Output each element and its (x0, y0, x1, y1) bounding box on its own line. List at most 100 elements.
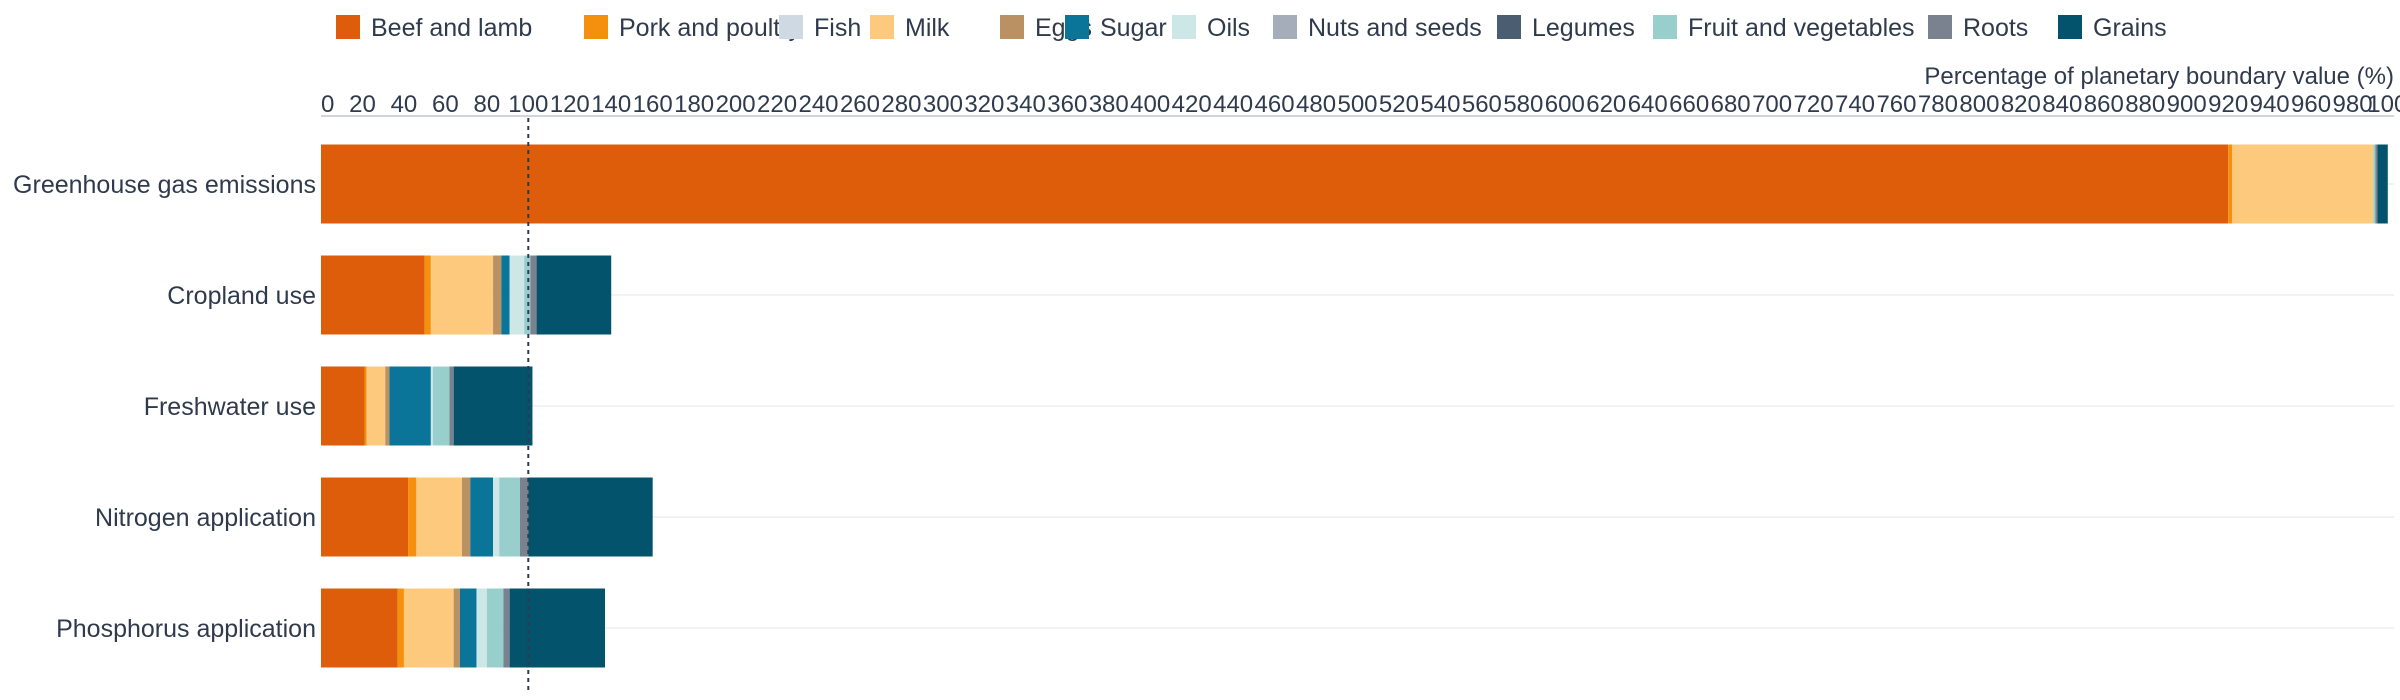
x-tick-label: 20 (349, 91, 376, 118)
bar-segment (520, 477, 529, 557)
x-tick-label: 200 (716, 91, 756, 118)
legend: Beef and lamb Pork and poultry Fish Milk Egg… (336, 14, 2167, 42)
legend-swatch (1065, 15, 1089, 39)
gridlines (321, 183, 2394, 629)
x-tick-label: 880 (2125, 91, 2165, 118)
legend-swatch (1000, 15, 1024, 39)
legend-label: Grains (2093, 14, 2167, 42)
legend-swatch (1172, 15, 1196, 39)
bar-segment (493, 477, 500, 557)
x-tick-label: 980 (2333, 91, 2373, 118)
bar-segment (397, 588, 404, 668)
x-tick-label: 420 (1172, 91, 1212, 118)
x-tick-label: 840 (2042, 91, 2082, 118)
x-tick-label: 740 (1835, 91, 1875, 118)
category-label: Phosphorus application (56, 615, 316, 643)
legend-swatch (1497, 15, 1521, 39)
x-tick-label: 680 (1711, 91, 1751, 118)
x-tick-label: 620 (1586, 91, 1626, 118)
bar-segment (536, 255, 612, 335)
bar-segment (524, 255, 531, 335)
x-tick-label: 380 (1089, 91, 1129, 118)
x-tick-label: 80 (473, 91, 500, 118)
bar-segment (501, 255, 510, 335)
bar-segment (2377, 144, 2388, 224)
x-tick-label: 180 (674, 91, 714, 118)
legend-label: Roots (1963, 14, 2028, 42)
category-label: Cropland use (167, 282, 316, 310)
x-tick-label: 240 (798, 91, 838, 118)
bar-segment (453, 588, 460, 668)
legend-label: Legumes (1532, 14, 1635, 42)
x-tick-label: 460 (1255, 91, 1295, 118)
x-tick-label: 720 (1794, 91, 1834, 118)
x-tick-label: 400 (1130, 91, 1170, 118)
bar-segment (321, 144, 2229, 224)
legend-label: Fruit and vegetables (1688, 14, 1915, 42)
x-tick-label: 40 (391, 91, 418, 118)
bar-segment (430, 366, 433, 446)
bar-segment (321, 366, 365, 446)
bar-segment (509, 588, 606, 668)
bar-segment (2375, 144, 2378, 224)
x-tick-label: 1000 (2367, 91, 2400, 118)
x-tick-label: 60 (432, 91, 459, 118)
category-label: Freshwater use (144, 393, 316, 421)
x-tick-label: 320 (964, 91, 1004, 118)
legend-swatch (336, 15, 360, 39)
legend-label: Beef and lamb (371, 14, 532, 42)
category-label: Nitrogen application (95, 504, 316, 532)
legend-label: Fish (814, 14, 861, 42)
legend-label: Oils (1207, 14, 1250, 42)
bar-segment (528, 477, 653, 557)
legend-swatch (2058, 15, 2082, 39)
category-label: Greenhouse gas emissions (13, 171, 316, 199)
x-tick-label: 920 (2208, 91, 2248, 118)
bar-segment (416, 477, 462, 557)
x-tick-label: 120 (550, 91, 590, 118)
legend-label: Milk (905, 14, 950, 42)
x-tick-label: 640 (1628, 91, 1668, 118)
legend-swatch (1273, 15, 1297, 39)
x-tick-label: 260 (840, 91, 880, 118)
legend-swatch (870, 15, 894, 39)
x-tick-label: 560 (1462, 91, 1502, 118)
bar-segment (432, 366, 450, 446)
bar-segment (2228, 144, 2233, 224)
bar-segment (321, 255, 425, 335)
x-tick-label: 520 (1379, 91, 1419, 118)
bar-segment (499, 477, 521, 557)
bar-segment (408, 477, 417, 557)
x-tick-label: 960 (2291, 91, 2331, 118)
category-labels: Greenhouse gas emissions Cropland use Fres… (13, 171, 316, 643)
x-tick-label: 940 (2250, 91, 2290, 118)
x-tick-label: 540 (1420, 91, 1460, 118)
legend-label: Sugar (1100, 14, 1167, 42)
x-tick-label: 140 (591, 91, 631, 118)
x-tick-label: 780 (1918, 91, 1958, 118)
legend-swatch (1928, 15, 1952, 39)
legend-label: Pork and poultry (619, 14, 802, 42)
x-tick-label: 500 (1337, 91, 1377, 118)
bar-segment (321, 588, 398, 668)
x-axis-ticks: 0 20 40 60 80 100 120 140 160 180 200 220 240 260 280 3… (321, 91, 2400, 118)
legend-label: Nuts and seeds (1308, 14, 1482, 42)
bar-segment (459, 588, 477, 668)
bar-segment (503, 588, 510, 668)
bar-segment (476, 588, 487, 668)
x-tick-label: 340 (1006, 91, 1046, 118)
bar-segment (486, 588, 504, 668)
bar-segment (530, 255, 537, 335)
x-tick-label: 800 (1959, 91, 1999, 118)
bar-segment (424, 255, 431, 335)
x-tick-label: 220 (757, 91, 797, 118)
bar-segment (389, 366, 431, 446)
legend-swatch (779, 15, 803, 39)
legend-swatch (1653, 15, 1677, 39)
x-tick-label: 900 (2167, 91, 2207, 118)
x-tick-label: 160 (633, 91, 673, 118)
x-tick-label: 600 (1545, 91, 1585, 118)
bar-segment (364, 366, 367, 446)
bar-segment (493, 255, 502, 335)
